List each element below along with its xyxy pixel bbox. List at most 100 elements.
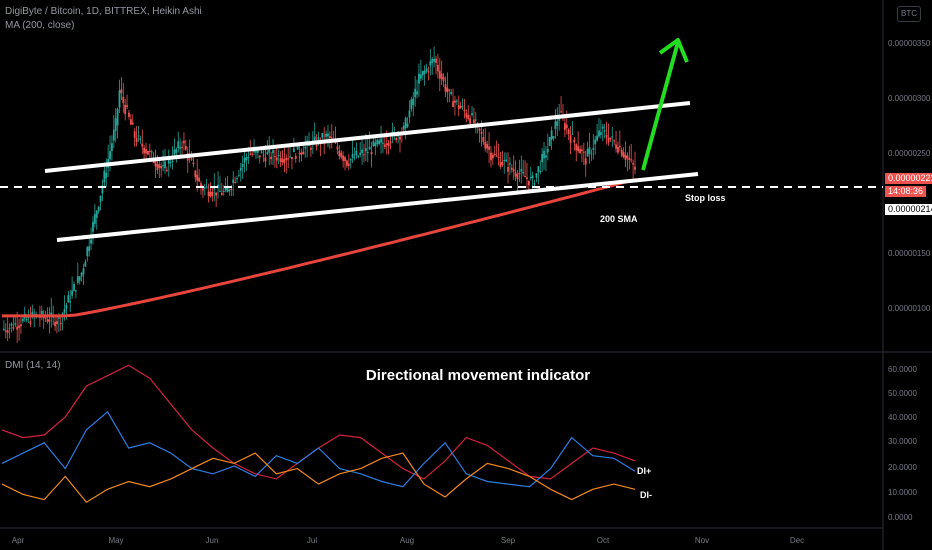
candle-body (8, 327, 11, 329)
candle-body (486, 143, 489, 149)
candle-body (80, 272, 83, 277)
candle-body (368, 146, 371, 150)
candle-body (222, 190, 225, 192)
candle-body (491, 154, 494, 159)
candle-body (203, 187, 206, 189)
candle-body (478, 128, 481, 131)
candle-body (249, 153, 252, 155)
stop-loss-label: Stop loss (685, 193, 726, 203)
price-tick: 0.00000100 (888, 304, 931, 313)
candle-body (529, 176, 532, 179)
green-up-arrow (641, 38, 689, 171)
candle-body (6, 330, 9, 334)
candle-body (165, 169, 168, 171)
candle-body (14, 323, 17, 325)
candle-body (164, 161, 166, 169)
candle-body (438, 70, 441, 79)
time-tick: May (108, 536, 123, 545)
candle-body (452, 101, 454, 107)
candle-body (31, 312, 34, 317)
candle-body (571, 133, 574, 135)
candle-body (131, 122, 134, 125)
candle-body (258, 155, 261, 158)
candle-body (410, 99, 413, 110)
candle-body (618, 145, 621, 148)
candle-body (376, 139, 379, 145)
candle-body (65, 304, 68, 309)
candle-body (499, 161, 502, 167)
candle-body (505, 159, 508, 162)
candle-body (243, 157, 246, 163)
channel-lower-line (56, 172, 699, 242)
candle-body (304, 146, 307, 149)
candle-body (325, 133, 327, 137)
candle-body (270, 156, 273, 160)
candle-body (173, 149, 176, 155)
candle-body (582, 151, 585, 153)
currency-button[interactable]: BTC (897, 6, 921, 22)
candle-body (238, 175, 240, 177)
candle-body (111, 143, 113, 152)
price-tick: 0.00000350 (888, 39, 931, 48)
candle-body (516, 174, 519, 180)
candle-body (556, 121, 559, 126)
candle-body (44, 317, 47, 319)
candle-body (192, 162, 195, 165)
candle-body (537, 166, 540, 173)
candle-body (253, 150, 255, 153)
candle-body (207, 191, 210, 197)
candle-body (25, 319, 28, 321)
candle-body (575, 144, 578, 151)
candle-body (378, 140, 381, 144)
candle-body (535, 173, 538, 178)
candle-body (548, 137, 551, 146)
candle-body (194, 170, 197, 178)
candle-body (471, 113, 473, 115)
candle-body (196, 174, 199, 181)
candle-body (473, 119, 475, 124)
candle-body (154, 161, 157, 167)
candle-body (4, 330, 7, 332)
candle-body (507, 166, 509, 172)
candle-body (459, 106, 462, 109)
time-tick: Aug (400, 536, 414, 545)
dmi-legend[interactable]: DMI (14, 14) (5, 360, 61, 371)
chart-title[interactable]: DigiByte / Bitcoin, 1D, BITTREX, Heikin … (5, 6, 202, 17)
candle-body (611, 136, 614, 138)
candle-body (116, 108, 119, 126)
candle-body (105, 172, 108, 179)
dmi-tick: 0.0000 (888, 513, 913, 522)
candle-body (93, 214, 96, 224)
candle-body (383, 144, 386, 147)
candle-body (465, 113, 468, 118)
candle-body (48, 319, 51, 322)
candle-body (598, 130, 600, 137)
candle-body (399, 136, 401, 140)
candle-body (495, 155, 498, 157)
candle-body (563, 123, 566, 130)
candle-body (628, 158, 631, 161)
candle-body (442, 77, 445, 81)
candle-body (592, 148, 595, 150)
candle-body (577, 146, 580, 152)
candle-body (63, 309, 66, 313)
candle-body (40, 310, 43, 315)
candle-body (632, 163, 635, 165)
candle-body (283, 159, 286, 164)
candle-body (509, 163, 511, 165)
candle-body (232, 179, 235, 184)
candle-body (279, 158, 282, 162)
candle-body (512, 169, 515, 172)
candle-body (395, 138, 398, 141)
candle-body (135, 137, 138, 143)
candle-body (579, 148, 581, 154)
candle-body (622, 152, 625, 158)
candle-body (590, 153, 593, 155)
dmi-tick: 60.0000 (888, 365, 917, 374)
ma-legend[interactable]: MA (200, close) (5, 20, 75, 31)
candle-body (139, 138, 142, 140)
candle-body (118, 90, 121, 108)
candle-body (336, 146, 339, 150)
candle-body (569, 135, 572, 144)
